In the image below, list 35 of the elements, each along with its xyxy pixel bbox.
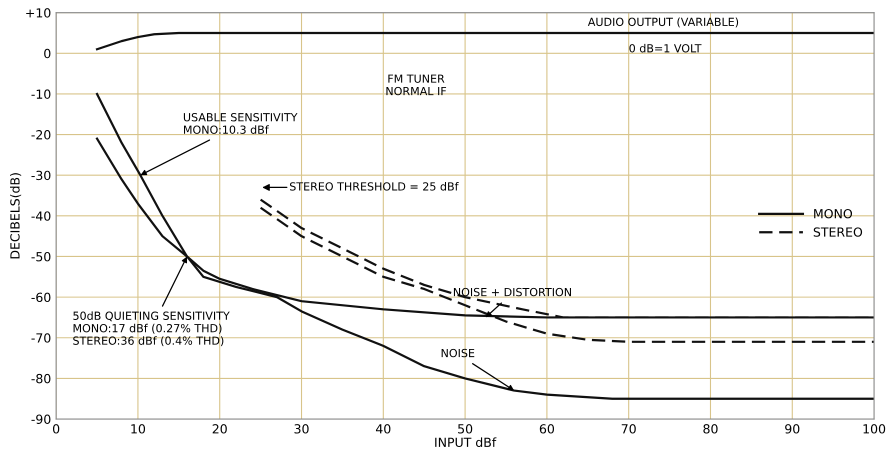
y-tick-label: -20 [31, 130, 50, 140]
x-tick-label: 0 [52, 424, 60, 434]
y-tick-label: -90 [31, 414, 50, 424]
x-tick-label: 10 [131, 424, 146, 434]
y-tick-label: -30 [31, 170, 50, 180]
x-tick-label: 80 [703, 424, 718, 434]
x-tick-label: 30 [294, 424, 309, 434]
annotation: 50dB QUIETING SENSITIVITY MONO:17 dBf (0.27% THD) STEREO:36 dBf (0.4% THD) [73, 311, 230, 346]
x-tick-label: 20 [212, 424, 227, 434]
annotation: FM TUNER NORMAL IF [386, 74, 446, 96]
annotation: NOISE [442, 348, 474, 358]
x-tick-label: 100 [864, 424, 886, 434]
y-tick-label: -40 [31, 211, 50, 221]
y-tick-label: -60 [31, 292, 50, 302]
line-series [96, 32, 874, 50]
legend-label: STEREO [814, 227, 862, 237]
legend-label: MONO [814, 208, 852, 218]
annotation: STEREO THRESHOLD = 25 dBf [290, 182, 459, 191]
y-tick-label: -10 [31, 89, 50, 99]
annotation: 0 dB=1 VOLT [629, 44, 702, 52]
y-tick-label: -80 [31, 374, 50, 384]
y-axis-title: DECIBELS(dB) [10, 173, 22, 258]
y-tick-label: 0 [44, 48, 50, 58]
annotation: USABLE SENSITIVITY MONO:10.3 dBf [184, 113, 298, 134]
annotation: AUDIO OUTPUT (VARIABLE) [588, 17, 738, 28]
x-axis-title: INPUT dBf [435, 437, 496, 448]
annotation: NOISE + DISTORTION [454, 288, 571, 296]
x-tick-label: 40 [376, 424, 390, 434]
y-tick-label: -50 [31, 252, 50, 262]
y-tick-label: -70 [31, 333, 50, 343]
y-tick-label: +10 [26, 8, 50, 18]
x-tick-label: 70 [622, 424, 636, 434]
x-tick-label: 50 [458, 424, 472, 434]
x-tick-label: 60 [540, 424, 554, 434]
x-tick-label: 90 [785, 424, 800, 434]
